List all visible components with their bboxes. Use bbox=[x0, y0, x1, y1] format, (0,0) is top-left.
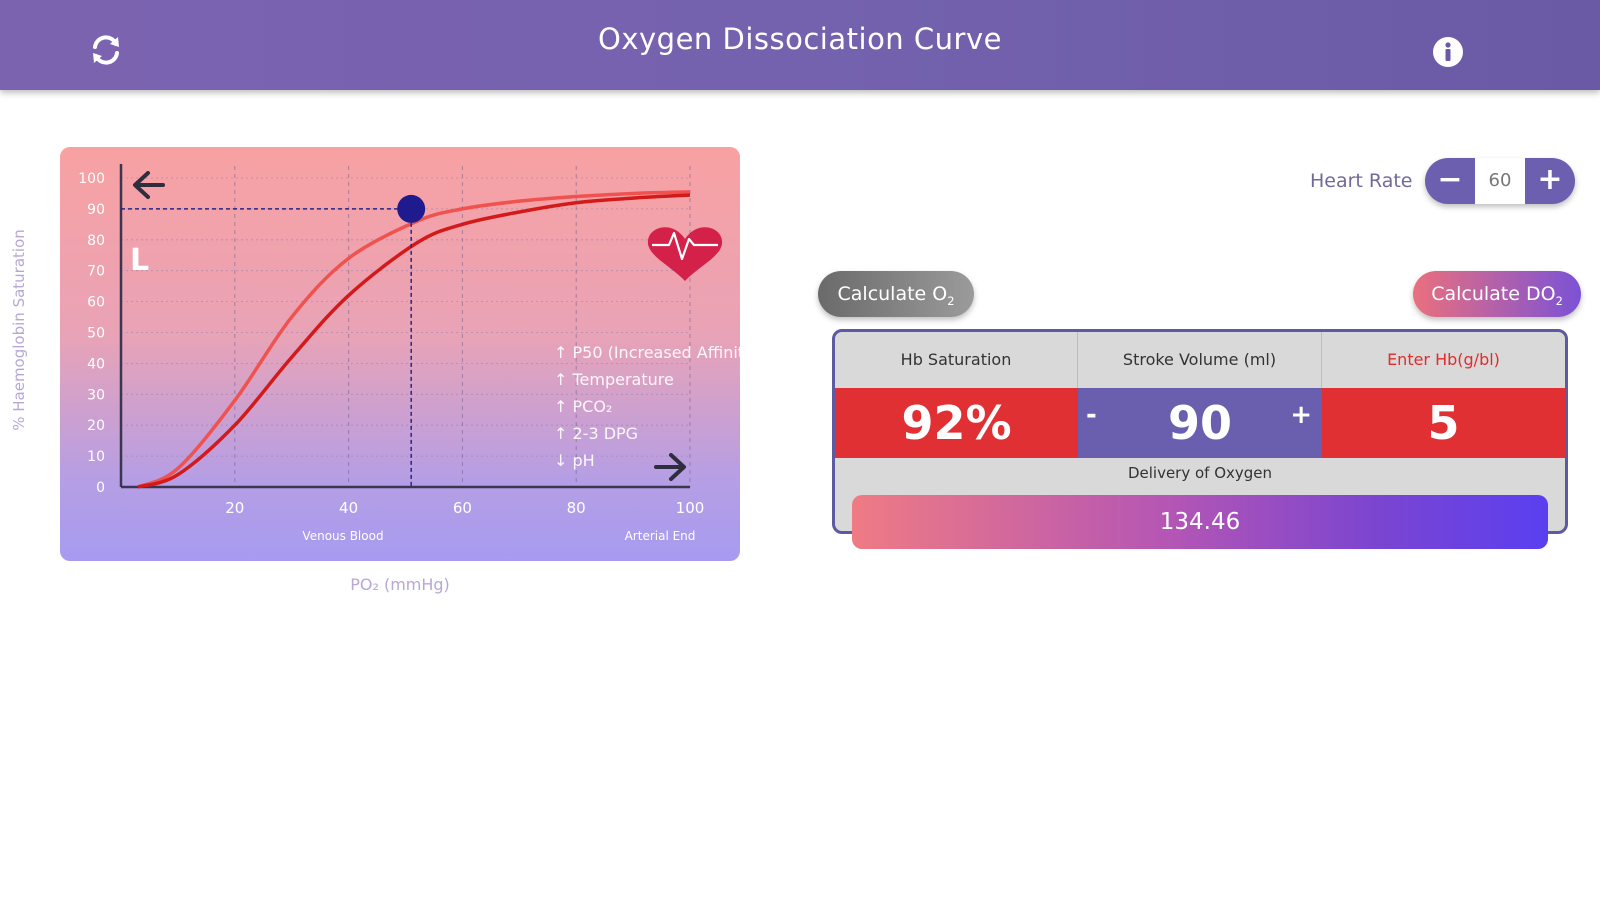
calculate-do2-label: Calculate DO bbox=[1431, 283, 1556, 305]
factor-label: ↓ pH bbox=[554, 451, 595, 470]
dissociation-curve-line bbox=[137, 193, 691, 489]
stroke-volume-cell: - 90 + bbox=[1078, 388, 1322, 458]
y-tick-label: 40 bbox=[87, 356, 105, 372]
y-tick-label: 10 bbox=[87, 449, 105, 465]
x-tick-label: 100 bbox=[676, 499, 705, 517]
y-tick-label: 50 bbox=[87, 326, 105, 342]
stroke-volume-plus-button[interactable]: + bbox=[1290, 400, 1312, 430]
stroke-volume-minus-button[interactable]: - bbox=[1086, 400, 1097, 430]
calculate-do2-button[interactable]: Calculate DO2 bbox=[1413, 271, 1581, 317]
y-tick-label: 20 bbox=[87, 418, 105, 434]
calculate-do2-subscript: 2 bbox=[1555, 293, 1563, 308]
calculate-o2-subscript: 2 bbox=[947, 293, 955, 308]
oxygen-curve-chart: 100 90 80 70 60 50 40 30 20 10 0 20 40 60 80 100 Venous … bbox=[60, 147, 740, 561]
y-tick-label: 30 bbox=[87, 387, 105, 403]
heart-rate-plus-button[interactable]: + bbox=[1537, 162, 1563, 197]
x-sublabel-arterial: Arterial End bbox=[625, 529, 696, 543]
y-tick-label: 60 bbox=[87, 295, 105, 311]
hb-input[interactable]: 5 bbox=[1322, 388, 1565, 458]
y-tick-label: 90 bbox=[87, 202, 105, 218]
page-title: Oxygen Dissociation Curve bbox=[598, 22, 1002, 56]
heart-pulse-line-icon bbox=[652, 231, 718, 261]
heart-pulse-icon bbox=[647, 227, 723, 281]
x-sublabel-venous: Venous Blood bbox=[302, 529, 383, 543]
y-tick-label: 0 bbox=[96, 480, 105, 496]
hb-saturation-header: Hb Saturation bbox=[835, 332, 1078, 388]
stroke-volume-value: 90 bbox=[1167, 396, 1232, 450]
x-tick-label: 60 bbox=[453, 499, 472, 517]
delivery-value: 134.46 bbox=[852, 495, 1548, 549]
y-tick-label: 100 bbox=[78, 171, 105, 187]
x-tick-label: 80 bbox=[567, 499, 586, 517]
calculate-o2-button[interactable]: Calculate O2 bbox=[818, 271, 974, 317]
heart-rate-minus-button[interactable]: − bbox=[1437, 162, 1463, 197]
refresh-icon[interactable] bbox=[88, 32, 124, 68]
x-tick-label: 20 bbox=[225, 499, 244, 517]
hb-saturation-value: 92% bbox=[835, 388, 1078, 458]
info-icon[interactable] bbox=[1432, 36, 1464, 68]
factor-label: ↑ Temperature bbox=[554, 370, 674, 389]
left-shift-marker: L bbox=[130, 243, 149, 278]
x-axis-title: PO₂ (mmHg) bbox=[350, 575, 450, 594]
y-axis-title-text: % Haemoglobin Saturation bbox=[10, 229, 28, 431]
heart-rate-stepper: − 60 + bbox=[1425, 158, 1575, 204]
saturation-marker-point bbox=[397, 194, 426, 223]
delivery-label: Delivery of Oxygen bbox=[1127, 464, 1273, 482]
dissociation-curve-line bbox=[137, 190, 691, 489]
y-tick-label: 80 bbox=[87, 233, 105, 249]
x-tick-label: 40 bbox=[339, 499, 358, 517]
stroke-volume-header: Stroke Volume (ml) bbox=[1078, 332, 1322, 388]
left-arrow-icon bbox=[133, 171, 165, 199]
app-header: Oxygen Dissociation Curve bbox=[0, 0, 1600, 90]
factor-label: ↑ 2-3 DPG bbox=[554, 424, 638, 443]
factor-label: ↑ PCO₂ bbox=[554, 397, 612, 416]
y-tick-label: 70 bbox=[87, 264, 105, 280]
enter-hb-header: Enter Hb(g/bl) bbox=[1387, 350, 1500, 369]
heart-rate-value[interactable]: 60 bbox=[1475, 158, 1525, 204]
calculate-o2-label: Calculate O bbox=[837, 283, 948, 305]
right-arrow-icon bbox=[654, 453, 686, 481]
y-axis-title: % Haemoglobin Saturation bbox=[4, 215, 34, 445]
factor-label: ↑ P50 (Increased Affinity) bbox=[554, 343, 740, 362]
heart-rate-label: Heart Rate bbox=[1310, 170, 1413, 192]
